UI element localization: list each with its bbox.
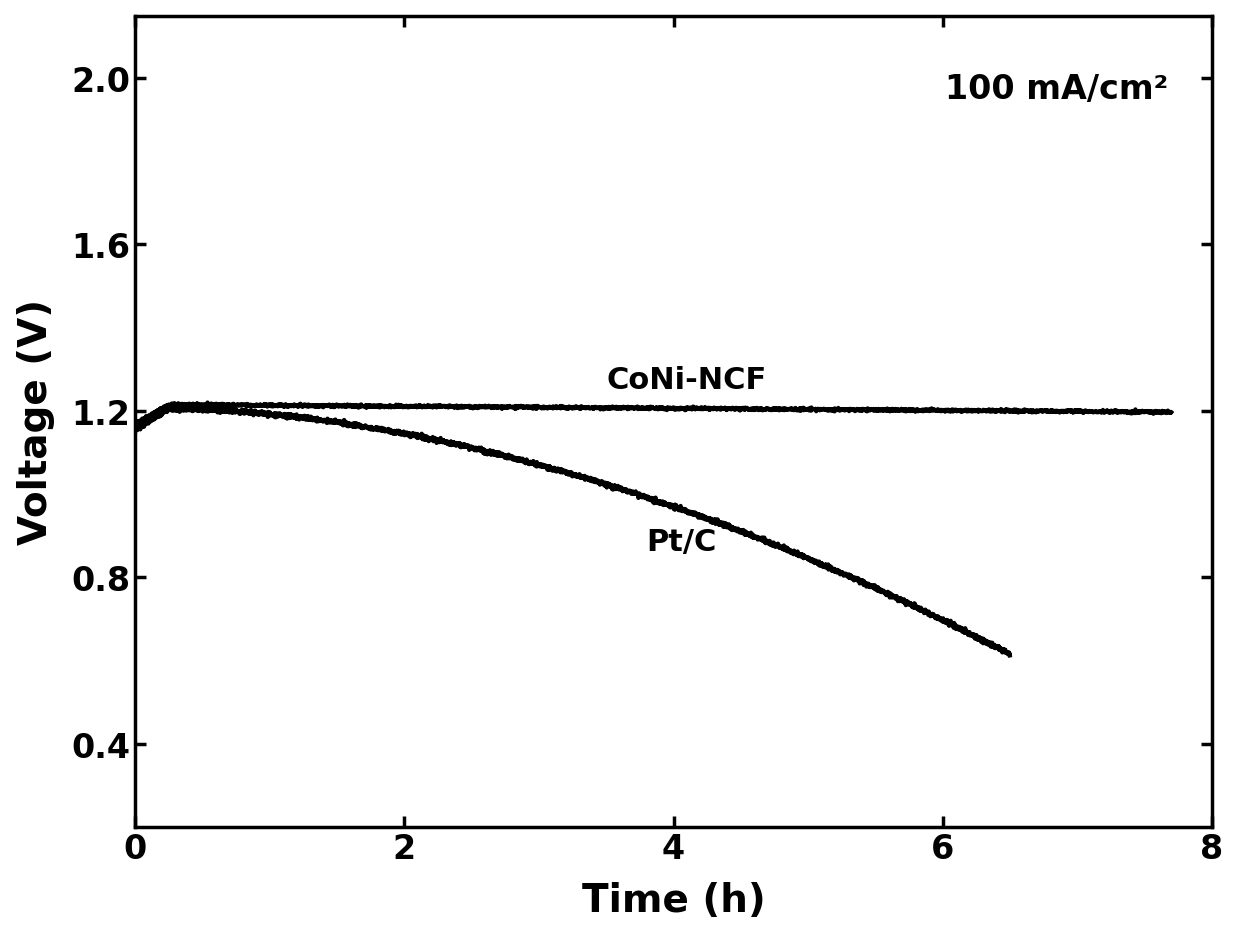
- Text: CoNi-NCF: CoNi-NCF: [606, 366, 766, 395]
- Y-axis label: Voltage (V): Voltage (V): [16, 299, 55, 545]
- Text: Pt/C: Pt/C: [646, 528, 717, 557]
- Text: 100 mA/cm²: 100 mA/cm²: [945, 73, 1168, 107]
- X-axis label: Time (h): Time (h): [582, 882, 765, 919]
